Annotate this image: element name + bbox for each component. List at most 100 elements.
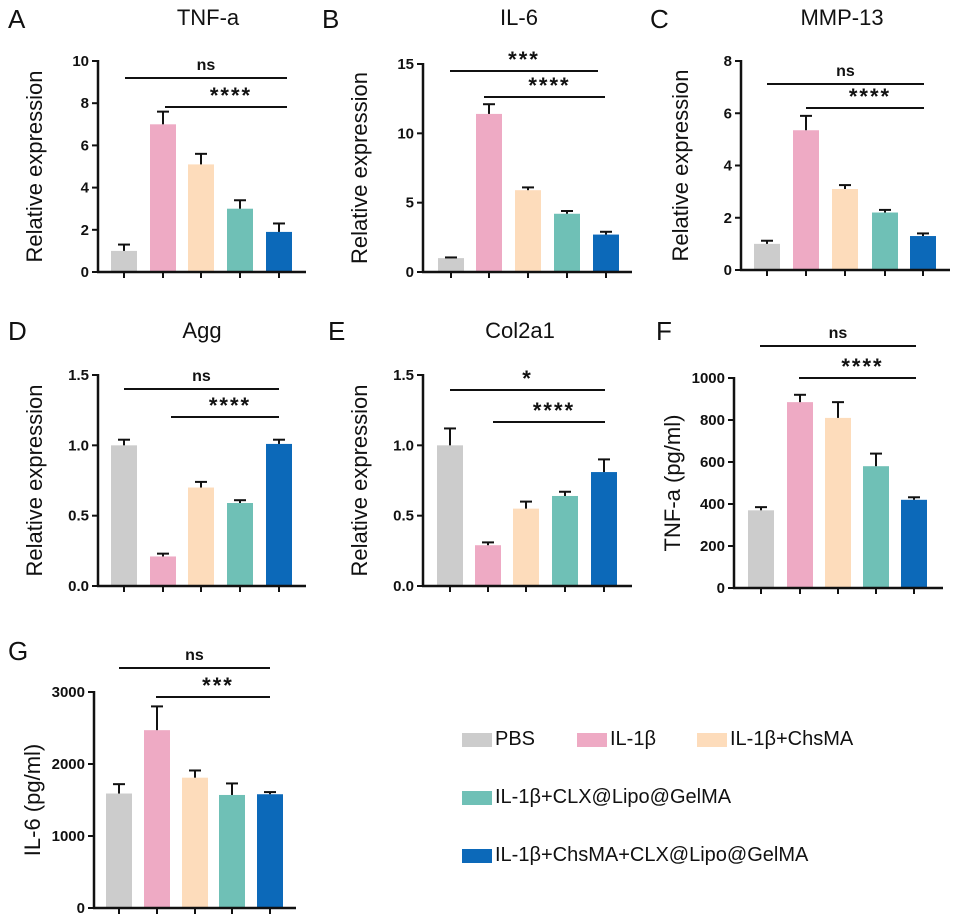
chart-title: MMP-13 [800, 5, 883, 30]
bar-5 [266, 231, 292, 272]
y-tick-label: 2 [724, 210, 732, 227]
bar-2 [144, 730, 170, 908]
y-tick-label: 1.0 [393, 437, 414, 454]
y-tick-label: 200 [700, 538, 725, 555]
chart-panel-f: F TNF-a (pg/ml) 0 200 400 600 800 1000 ns **** [656, 316, 943, 597]
legend-item-pbs: PBS [462, 728, 535, 751]
y-axis-label: Relative expression [668, 70, 693, 262]
bar-1 [437, 445, 463, 586]
panel-letter: A [8, 4, 26, 34]
panel-letter: D [8, 316, 27, 346]
y-tick-label: 0 [717, 580, 725, 597]
y-axis-label: Relative expression [22, 71, 47, 263]
legend-label: PBS [495, 728, 536, 750]
bar-3 [182, 777, 208, 908]
bar-2 [475, 545, 501, 586]
bar-4 [227, 503, 253, 586]
panel-letter: B [322, 4, 339, 34]
chart-title: IL-6 [500, 5, 538, 30]
y-tick-label: 15 [397, 56, 414, 73]
legend-swatch [462, 790, 492, 805]
chart-title: Agg [182, 318, 221, 343]
legend: PBS IL-1β IL-1β+ChsMA IL-1β+CLX@Lipo@Gel… [462, 728, 942, 878]
y-axis-label: Relative expression [347, 385, 372, 577]
bar-5 [593, 234, 619, 272]
y-tick-label: 1000 [52, 828, 85, 845]
significance-label: ns [836, 63, 855, 80]
bar-3 [513, 508, 539, 586]
bar-4 [227, 208, 253, 272]
y-tick-label: 4 [81, 180, 90, 197]
significance-label: **** [209, 393, 251, 418]
significance-label: * [522, 366, 533, 391]
legend-swatch [462, 732, 492, 747]
bar-3 [188, 164, 214, 272]
bar-2 [476, 113, 502, 272]
bar-3 [188, 487, 214, 586]
panel-letter: F [656, 316, 672, 346]
y-axis-label: Relative expression [347, 72, 372, 264]
y-tick-label: 0 [724, 262, 732, 279]
y-tick-label: 10 [72, 53, 89, 70]
bar-3 [515, 190, 541, 272]
legend-item-il1b-clx-lipo-gelma: IL-1β+CLX@Lipo@GelMA [462, 786, 731, 809]
bar-5 [257, 794, 283, 908]
bar-3 [825, 417, 851, 588]
y-tick-label: 8 [81, 95, 89, 112]
bar-5 [901, 499, 927, 588]
y-tick-label: 1.0 [68, 437, 89, 454]
y-tick-label: 5 [406, 195, 414, 212]
significance-label: *** [202, 673, 234, 698]
y-axis-label: Relative expression [22, 385, 47, 577]
significance-label: **** [849, 84, 891, 109]
y-tick-label: 6 [81, 137, 89, 154]
y-tick-label: 10 [397, 125, 414, 142]
y-tick-label: 8 [724, 53, 732, 70]
y-tick-label: 400 [700, 496, 725, 513]
y-axis-label: IL-6 (pg/ml) [20, 744, 45, 856]
significance-label: *** [508, 47, 540, 72]
y-tick-label: 0 [406, 264, 414, 281]
significance-label: **** [533, 398, 575, 423]
chart-panel-e: E Col2a1 Relative expression 0.0 0.5 1.0 1.5 **… [328, 316, 632, 595]
y-tick-label: 3000 [52, 684, 85, 701]
y-axis-label: TNF-a (pg/ml) [660, 415, 685, 552]
y-tick-label: 0.0 [393, 578, 414, 595]
y-tick-label: 4 [724, 158, 733, 175]
panel-letter: G [8, 636, 28, 666]
significance-label: **** [210, 83, 252, 108]
y-tick-label: 800 [700, 412, 725, 429]
significance-label: ns [197, 57, 216, 74]
bar-4 [872, 212, 898, 270]
y-tick-label: 0.5 [393, 508, 414, 525]
legend-label: IL-1β+CLX@Lipo@GelMA [495, 786, 732, 808]
y-tick-label: 2 [81, 222, 89, 239]
legend-item-il1b-chsma: IL-1β+ChsMA [697, 728, 853, 751]
chart-panel-g: G IL-6 (pg/ml) 0 1000 2000 3000 ns *** [8, 636, 296, 917]
bar-2 [787, 402, 813, 588]
y-tick-label: 6 [724, 105, 732, 122]
bar-2 [150, 124, 176, 272]
bar-5 [910, 236, 936, 270]
y-tick-label: 0.5 [68, 508, 89, 525]
bar-4 [219, 794, 245, 908]
bar-1 [106, 793, 132, 908]
y-tick-label: 1000 [692, 370, 725, 387]
panel-letter: E [328, 316, 345, 346]
chart-panel-c: C MMP-13 Relative expression 0 2 4 6 8 ns **** [650, 4, 950, 279]
y-tick-label: 1.5 [68, 367, 89, 384]
bar-5 [591, 472, 617, 586]
y-tick-label: 0 [77, 900, 85, 917]
bar-1 [748, 510, 774, 588]
legend-swatch [462, 848, 492, 863]
panel-letter: C [650, 4, 669, 34]
y-tick-label: 1.5 [393, 367, 414, 384]
bar-4 [554, 213, 580, 272]
legend-swatch [577, 732, 607, 747]
y-tick-label: 2000 [52, 756, 85, 773]
bar-1 [438, 258, 464, 272]
legend-item-il1b: IL-1β [577, 728, 656, 751]
significance-label: **** [528, 73, 570, 98]
chart-title: Col2a1 [485, 318, 555, 343]
legend-item-il1b-chsma-clx-lipo-gelma: IL-1β+ChsMA+CLX@Lipo@GelMA [462, 844, 808, 867]
